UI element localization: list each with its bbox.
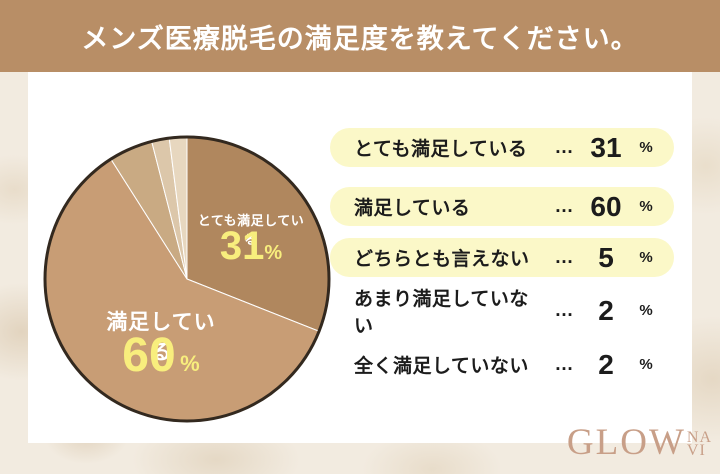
legend: とても満足している … 31 % 満足している … 60 % どちらとも言えない… (330, 128, 674, 384)
legend-dots: … (554, 353, 574, 375)
legend-row-very-satisfied: とても満足している … 31 % (330, 128, 674, 167)
pie-chart (43, 135, 331, 423)
legend-row-satisfied: 満足している … 60 % (330, 187, 674, 226)
legend-unit: % (639, 198, 653, 215)
legend-row-not-satisfied-at-all: 全く満足していない … 2 % (330, 345, 674, 384)
legend-unit: % (639, 302, 653, 319)
legend-dots: … (554, 246, 574, 268)
brand-logo: GLOW NA VI (567, 424, 712, 461)
legend-value: 2 (598, 348, 614, 380)
pie-outline (43, 135, 331, 423)
logo-text-main: GLOW (566, 422, 686, 463)
legend-value: 5 (598, 241, 614, 273)
legend-row-label: 全く満足していない (354, 356, 529, 377)
legend-row-label: とても満足している (354, 139, 528, 160)
logo-stack-bottom: VI (686, 441, 706, 459)
legend-value: 2 (598, 294, 614, 326)
page-title: メンズ医療脱毛の満足度を教えてください。 (81, 23, 639, 54)
legend-unit: % (639, 356, 653, 373)
legend-dots: … (554, 195, 574, 217)
legend-row-neutral: どちらとも言えない … 5 % (330, 238, 674, 277)
header-bar: メンズ医療脱毛の満足度を教えてください。 (0, 0, 720, 72)
legend-unit: % (639, 249, 653, 266)
legend-dots: … (554, 136, 574, 158)
legend-row-not-satisfied: あまり満足していない … 2 % (330, 289, 674, 337)
legend-value: 31 (590, 131, 622, 163)
logo-stack-top: NA (686, 428, 712, 446)
legend-row-label: 満足している (354, 198, 471, 219)
legend-dots: … (554, 299, 574, 321)
legend-row-label: あまり満足していない (354, 288, 529, 337)
legend-value: 60 (590, 190, 622, 222)
legend-row-label: どちらとも言えない (354, 249, 530, 270)
logo-text-stack: NA VI (686, 428, 712, 459)
legend-unit: % (639, 139, 653, 156)
